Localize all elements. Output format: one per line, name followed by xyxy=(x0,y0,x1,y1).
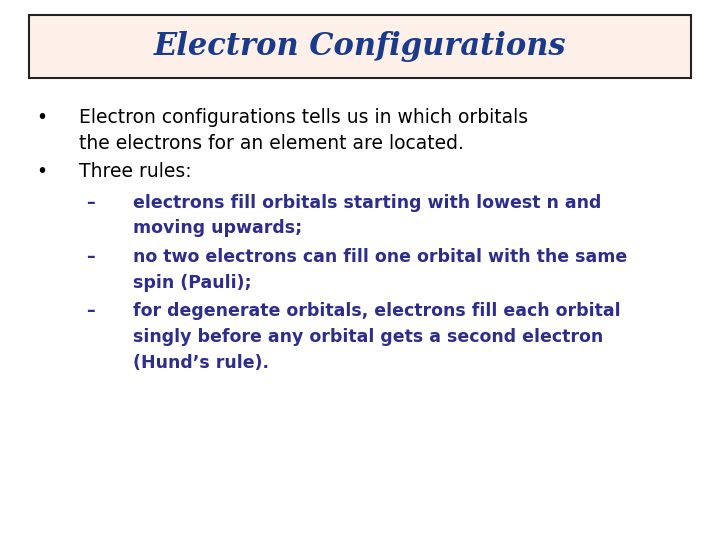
Text: •: • xyxy=(36,108,47,127)
Text: (Hund’s rule).: (Hund’s rule). xyxy=(133,354,269,372)
Text: electrons fill orbitals starting with lowest n and: electrons fill orbitals starting with lo… xyxy=(133,193,602,212)
Text: –: – xyxy=(86,193,95,212)
Text: the electrons for an element are located.: the electrons for an element are located… xyxy=(79,134,464,153)
Text: •: • xyxy=(36,163,47,181)
Text: spin (Pauli);: spin (Pauli); xyxy=(133,274,252,292)
Text: singly before any orbital gets a second electron: singly before any orbital gets a second … xyxy=(133,328,603,346)
Text: Electron Configurations: Electron Configurations xyxy=(154,31,566,62)
Text: –: – xyxy=(86,302,95,320)
Text: moving upwards;: moving upwards; xyxy=(133,219,302,238)
Text: Electron configurations tells us in which orbitals: Electron configurations tells us in whic… xyxy=(79,108,528,127)
Text: for degenerate orbitals, electrons fill each orbital: for degenerate orbitals, electrons fill … xyxy=(133,302,621,320)
Text: –: – xyxy=(86,248,95,266)
FancyBboxPatch shape xyxy=(29,15,691,78)
Text: Three rules:: Three rules: xyxy=(79,163,192,181)
Text: no two electrons can fill one orbital with the same: no two electrons can fill one orbital wi… xyxy=(133,248,627,266)
